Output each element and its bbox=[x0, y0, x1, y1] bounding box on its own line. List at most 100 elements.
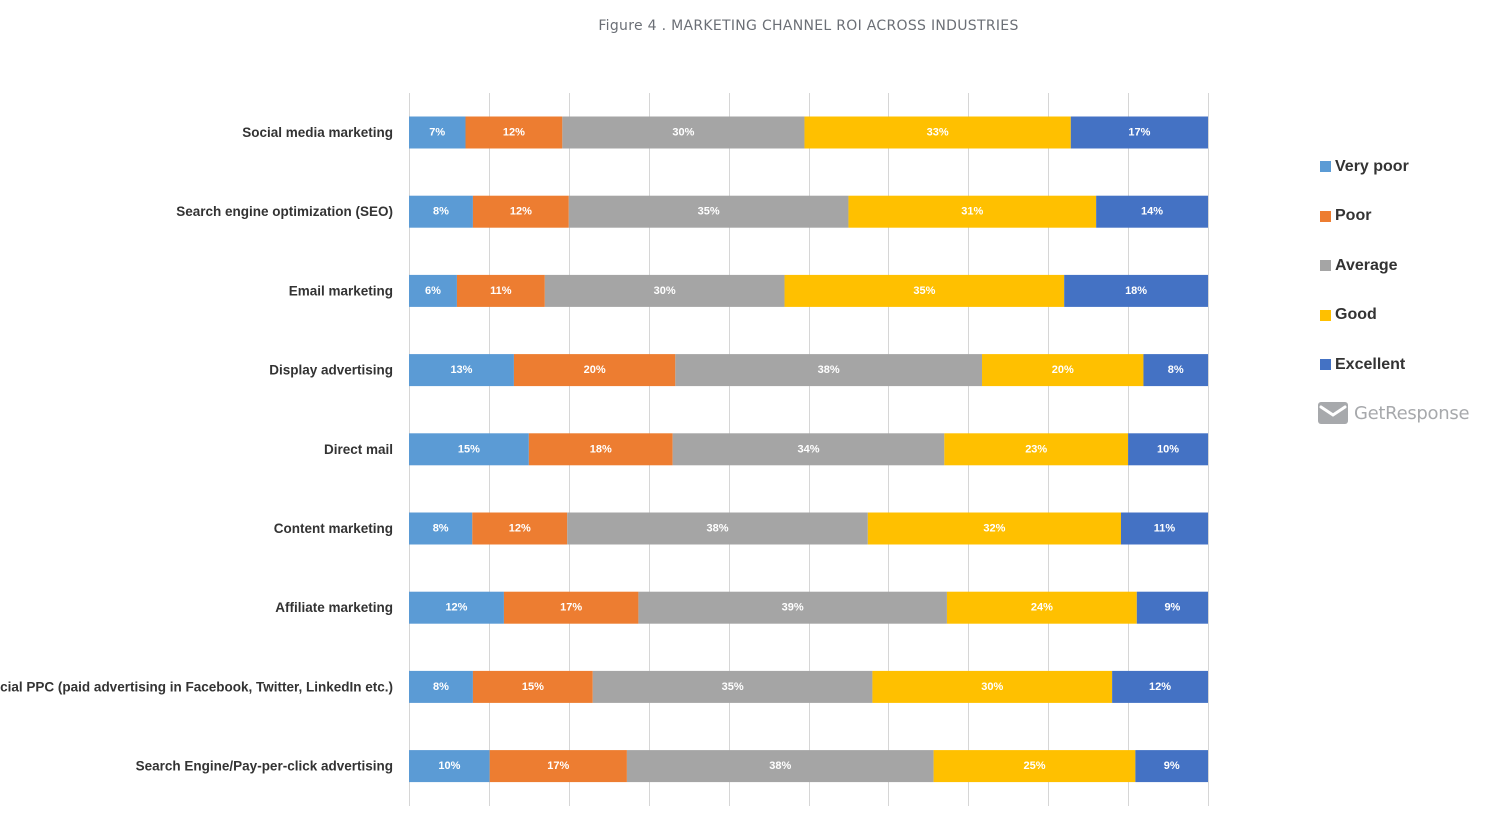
bar-segment bbox=[592, 670, 873, 703]
bar-segment bbox=[1128, 433, 1208, 466]
data-label: 18% bbox=[590, 443, 612, 455]
bar-segment bbox=[1096, 195, 1208, 228]
data-label: 12% bbox=[1149, 681, 1171, 693]
bar-segment bbox=[472, 195, 569, 228]
bar-segment bbox=[409, 433, 529, 466]
bar-segment bbox=[872, 670, 1113, 703]
legend-item: Excellent bbox=[1320, 340, 1409, 390]
data-label: 38% bbox=[707, 523, 729, 535]
bar-row: 8% 12% 38% 32% 11% bbox=[409, 512, 1208, 545]
category-label: Search engine optimization (SEO) bbox=[176, 204, 393, 219]
envelope-icon bbox=[1318, 402, 1348, 424]
bar-segment bbox=[784, 274, 1065, 307]
category-label: Search Engine/Pay-per-click advertising bbox=[136, 759, 393, 774]
data-label: 8% bbox=[433, 523, 449, 535]
data-label: 20% bbox=[584, 364, 606, 376]
category-label: Social PPC (paid advertising in Facebook… bbox=[0, 679, 393, 694]
bar-segment bbox=[472, 670, 593, 703]
bar-segment bbox=[528, 433, 673, 466]
data-label: 6% bbox=[425, 285, 441, 297]
bar-segment bbox=[409, 750, 490, 783]
data-label: 14% bbox=[1141, 206, 1163, 218]
bar-segment bbox=[982, 354, 1144, 387]
legend: Very poor Poor Average Good Excellent bbox=[1320, 142, 1409, 390]
bar-segment bbox=[409, 116, 466, 149]
bar-row: 6% 11% 30% 35% 18% bbox=[409, 274, 1208, 307]
bar-segment bbox=[1136, 591, 1208, 624]
data-label: 18% bbox=[1125, 285, 1147, 297]
category-label: Content marketing bbox=[274, 521, 393, 536]
bar-segment bbox=[562, 116, 805, 149]
stacked-bar-chart: 7% 12% 30% 33% 17% 8% 12% 35% 31% 14% 6% 11% 30% 35% 1… bbox=[0, 93, 1209, 806]
category-labels: Social media marketing Search engine opti… bbox=[0, 125, 393, 774]
bar-segment bbox=[1064, 274, 1208, 307]
bar-segment bbox=[626, 750, 934, 783]
bar-segment bbox=[675, 354, 983, 387]
data-label: 15% bbox=[522, 681, 544, 693]
legend-swatch bbox=[1320, 309, 1331, 321]
bar-segment bbox=[409, 670, 473, 703]
bar-row: 8% 15% 35% 30% 12% bbox=[409, 670, 1208, 703]
data-label: 9% bbox=[1164, 760, 1180, 772]
bar-segment bbox=[848, 195, 1097, 228]
brand-logo: GetResponse bbox=[1318, 402, 1470, 424]
brand-name: GetResponse bbox=[1354, 402, 1470, 424]
bar-segment bbox=[456, 274, 545, 307]
category-label: Email marketing bbox=[289, 283, 393, 298]
data-label: 39% bbox=[782, 602, 804, 614]
bar-row: 12% 17% 39% 24% 9% bbox=[409, 591, 1208, 624]
bar-segment bbox=[1135, 750, 1208, 783]
bar-segment bbox=[409, 274, 457, 307]
bar-row: 8% 12% 35% 31% 14% bbox=[409, 195, 1208, 228]
legend-swatch bbox=[1320, 260, 1331, 272]
bar-segment bbox=[804, 116, 1071, 149]
legend-label: Poor bbox=[1335, 207, 1372, 225]
data-label: 24% bbox=[1031, 602, 1053, 614]
category-label: Display advertising bbox=[269, 363, 393, 378]
data-label: 10% bbox=[1157, 443, 1179, 455]
data-label: 11% bbox=[1154, 523, 1176, 535]
data-label: 30% bbox=[672, 127, 694, 139]
bar-segment bbox=[489, 750, 627, 783]
data-label: 31% bbox=[961, 206, 983, 218]
category-label: Social media marketing bbox=[242, 125, 393, 140]
data-label: 20% bbox=[1052, 364, 1074, 376]
bar-segment bbox=[946, 591, 1137, 624]
legend-swatch bbox=[1320, 210, 1331, 222]
bar-segment bbox=[409, 195, 473, 228]
data-label: 7% bbox=[429, 127, 445, 139]
bar-segment bbox=[567, 512, 868, 545]
data-label: 17% bbox=[560, 602, 582, 614]
data-label: 13% bbox=[450, 364, 472, 376]
bar-segment bbox=[1143, 354, 1208, 387]
bar-segment bbox=[1112, 670, 1208, 703]
data-label: 8% bbox=[1168, 364, 1184, 376]
legend-label: Good bbox=[1335, 306, 1377, 324]
data-label: 8% bbox=[433, 206, 449, 218]
data-label: 35% bbox=[698, 206, 720, 218]
bar-row: 7% 12% 30% 33% 17% bbox=[409, 116, 1208, 149]
bars: 7% 12% 30% 33% 17% 8% 12% 35% 31% 14% 6% 11% 30% 35% 1… bbox=[409, 116, 1208, 783]
data-label: 25% bbox=[1023, 760, 1045, 772]
data-label: 33% bbox=[927, 127, 949, 139]
chart-title: Figure 4 . MARKETING CHANNEL ROI ACROSS … bbox=[598, 18, 1019, 34]
data-label: 15% bbox=[458, 443, 480, 455]
legend-item: Average bbox=[1320, 241, 1409, 291]
data-label: 17% bbox=[547, 760, 569, 772]
bar-segment bbox=[933, 750, 1136, 783]
data-label: 12% bbox=[510, 206, 532, 218]
data-label: 10% bbox=[438, 760, 460, 772]
category-label: Direct mail bbox=[324, 442, 393, 457]
bar-segment bbox=[465, 116, 563, 149]
bar-segment bbox=[867, 512, 1121, 545]
legend-item: Very poor bbox=[1320, 142, 1409, 192]
bar-segment bbox=[409, 354, 514, 387]
data-label: 11% bbox=[490, 285, 512, 297]
legend-item: Poor bbox=[1320, 192, 1409, 242]
legend-swatch bbox=[1320, 359, 1331, 371]
data-label: 38% bbox=[769, 760, 791, 772]
data-label: 34% bbox=[797, 443, 819, 455]
data-label: 12% bbox=[503, 127, 525, 139]
bar-segment bbox=[409, 591, 504, 624]
legend-item: Good bbox=[1320, 291, 1409, 341]
